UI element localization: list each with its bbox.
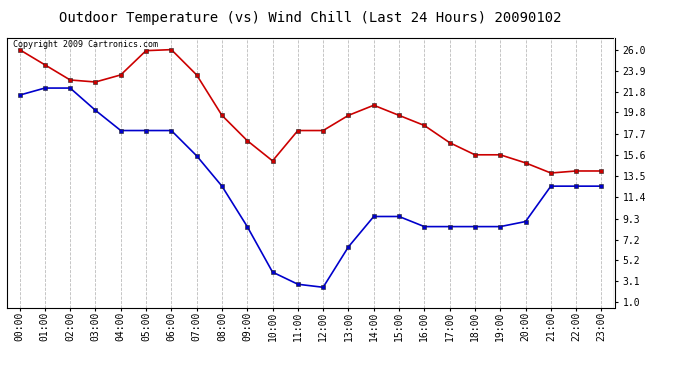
Text: Outdoor Temperature (vs) Wind Chill (Last 24 Hours) 20090102: Outdoor Temperature (vs) Wind Chill (Las… (59, 11, 562, 25)
Text: Copyright 2009 Cartronics.com: Copyright 2009 Cartronics.com (13, 40, 158, 49)
